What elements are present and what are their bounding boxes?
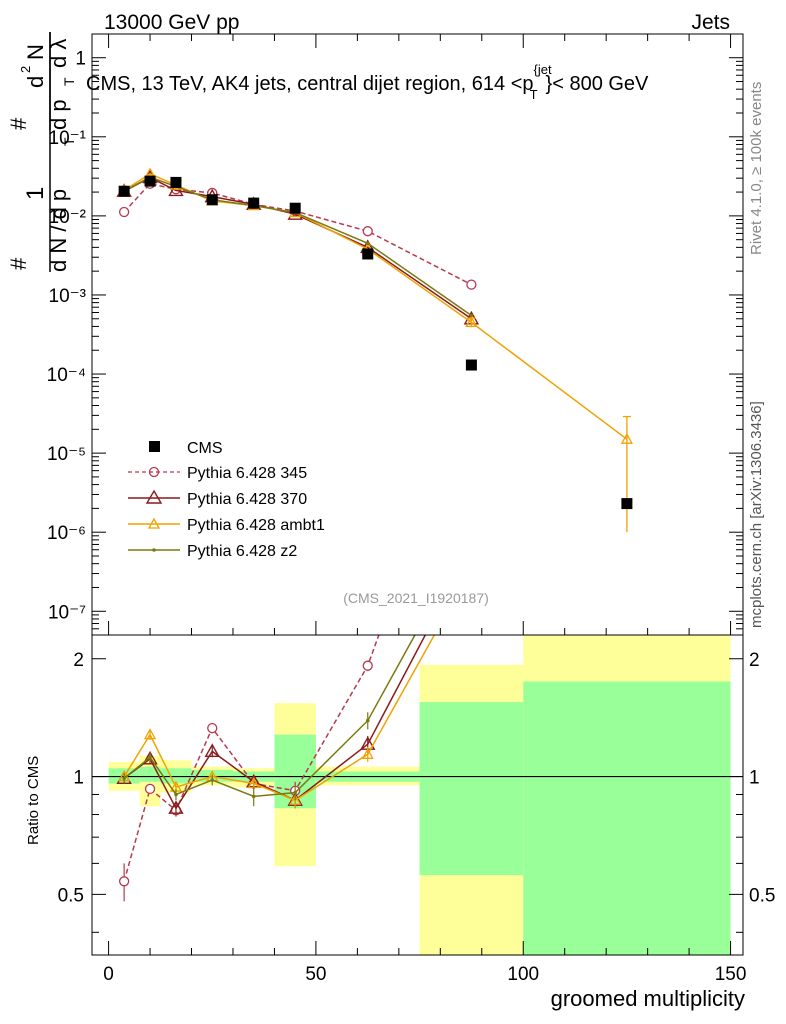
ylabel-hash-2: # bbox=[6, 117, 31, 130]
chart-title: CMS, 13 TeV, AK4 jets, central dijet reg… bbox=[86, 62, 649, 102]
main-line-3 bbox=[123, 176, 472, 317]
ylabel-dn-dpt: d N / d p bbox=[46, 189, 71, 272]
x-tick-label: 50 bbox=[305, 964, 326, 985]
ratio-point bbox=[143, 728, 157, 740]
ylabel-sup-2: 2 bbox=[18, 66, 33, 73]
ylabel-one: 1 bbox=[22, 187, 49, 200]
main-point bbox=[362, 226, 373, 237]
ratio-series bbox=[116, 635, 436, 902]
ratio-tick-label-right: 2 bbox=[749, 650, 760, 671]
ratio-point bbox=[362, 660, 373, 671]
y-tick-label: 10⁻² bbox=[49, 207, 87, 228]
legend-marker-z2 bbox=[152, 548, 156, 552]
main-point bbox=[465, 316, 478, 328]
cms-point bbox=[248, 197, 260, 209]
y-tick-label: 10⁻¹ bbox=[49, 128, 87, 149]
legend-cms: CMS bbox=[187, 440, 223, 457]
ratio-point bbox=[204, 743, 220, 758]
ratio-tick-label: 0.5 bbox=[58, 885, 84, 906]
header-right: Jets bbox=[691, 11, 730, 34]
y-axis-label: # 1 d N / d p T # d N 2 d p T d λ bbox=[6, 32, 77, 272]
legend-ambt1: Pythia 6.428 ambt1 bbox=[187, 517, 325, 534]
axis-ticks: 1 10⁻¹ 10⁻² 10⁻³ 10⁻⁴ 10⁻⁵ 10⁻⁶ 10⁻⁷ 0 50 100 150 0.… bbox=[47, 34, 775, 985]
x-tick-label: 150 bbox=[715, 964, 747, 985]
y-tick-label: 10⁻⁶ bbox=[47, 523, 86, 544]
cms-point bbox=[465, 359, 477, 371]
cms-point bbox=[170, 176, 182, 188]
ylabel-dlambda: d λ bbox=[46, 39, 71, 68]
legend-marker-345 bbox=[148, 466, 160, 478]
ratio-point bbox=[289, 793, 302, 805]
ratio-line-1 bbox=[123, 635, 427, 810]
cms-point bbox=[362, 248, 374, 260]
analysis-id: (CMS_2021_I1920187) bbox=[343, 590, 489, 606]
y-tick-label: 1 bbox=[75, 49, 86, 70]
ratio-tick-label-right: 0.5 bbox=[749, 885, 775, 906]
legend-370: Pythia 6.428 370 bbox=[187, 491, 307, 508]
ratio-point bbox=[361, 747, 374, 759]
legend-marker-cms bbox=[149, 441, 160, 452]
ylabel-hash: # bbox=[6, 257, 31, 270]
ratio-band-inner bbox=[139, 766, 161, 782]
ratio-point bbox=[168, 800, 184, 814]
main-cms-points bbox=[118, 175, 633, 510]
ratio-point bbox=[142, 750, 158, 765]
cms-point bbox=[118, 185, 130, 197]
main-point bbox=[620, 432, 634, 444]
ratio-point bbox=[122, 776, 126, 781]
main-line-0 bbox=[123, 182, 472, 286]
ratio-tick-label: 1 bbox=[73, 768, 84, 789]
ratio-bands bbox=[92, 635, 743, 955]
y-tick-label: 10⁻⁵ bbox=[47, 444, 86, 465]
y-tick-label: 10⁻⁷ bbox=[48, 602, 86, 623]
ratio-point bbox=[118, 876, 130, 887]
main-point bbox=[118, 206, 130, 218]
ratio-point bbox=[174, 792, 178, 797]
ratio-point bbox=[293, 790, 297, 795]
ratio-point bbox=[365, 718, 370, 723]
ratio-tick-label-right: 1 bbox=[749, 768, 760, 789]
main-point bbox=[365, 241, 370, 246]
ratio-frame bbox=[91, 634, 744, 956]
y-tick-label: 10⁻⁴ bbox=[47, 365, 86, 386]
main-line-2 bbox=[123, 173, 628, 440]
mcplots-label: mcplots.cern.ch [arXiv:1306.3436] bbox=[748, 401, 765, 628]
header-left: 13000 GeV pp bbox=[104, 11, 239, 34]
ratio-point bbox=[251, 794, 256, 799]
ratio-band-inner bbox=[523, 681, 731, 955]
ylabel-sub-t: T bbox=[61, 137, 77, 146]
x-tick-label: 0 bbox=[103, 964, 114, 985]
cms-point bbox=[144, 175, 156, 187]
cms-point bbox=[289, 202, 301, 214]
ratio-point bbox=[144, 783, 156, 795]
legend-marker-ambt1 bbox=[147, 517, 161, 529]
x-axis-label: groomed multiplicity bbox=[551, 986, 745, 1011]
ratio-y-label: Ratio to CMS bbox=[25, 756, 42, 845]
ylabel-n: N bbox=[23, 44, 48, 60]
ratio-tick-label: 2 bbox=[73, 650, 84, 671]
legend: CMS Pythia 6.428 345 Pythia 6.428 370 Py… bbox=[128, 440, 325, 560]
ratio-line-3 bbox=[123, 635, 416, 798]
ylabel-d: d bbox=[23, 76, 48, 88]
ratio-point bbox=[148, 755, 152, 760]
ylabel-sub-t-2: T bbox=[61, 77, 77, 86]
main-point bbox=[466, 279, 477, 290]
main-line-1 bbox=[123, 176, 472, 320]
legend-marker-370 bbox=[145, 489, 163, 504]
legend-345: Pythia 6.428 345 bbox=[187, 465, 307, 482]
x-tick-label: 100 bbox=[507, 964, 539, 985]
cms-point bbox=[621, 498, 633, 510]
ratio-point bbox=[210, 778, 215, 782]
cms-point bbox=[206, 194, 218, 206]
main-point bbox=[469, 313, 474, 318]
ratio-band-inner bbox=[419, 702, 524, 876]
rivet-label: Rivet 4.1.0, ≥ 100k events bbox=[748, 82, 765, 255]
legend-z2: Pythia 6.428 z2 bbox=[187, 543, 297, 560]
ratio-line-0 bbox=[123, 635, 380, 882]
ratio-point bbox=[207, 722, 218, 734]
y-tick-label: 10⁻³ bbox=[49, 286, 87, 307]
ylabel-dpt: d p bbox=[46, 99, 71, 130]
